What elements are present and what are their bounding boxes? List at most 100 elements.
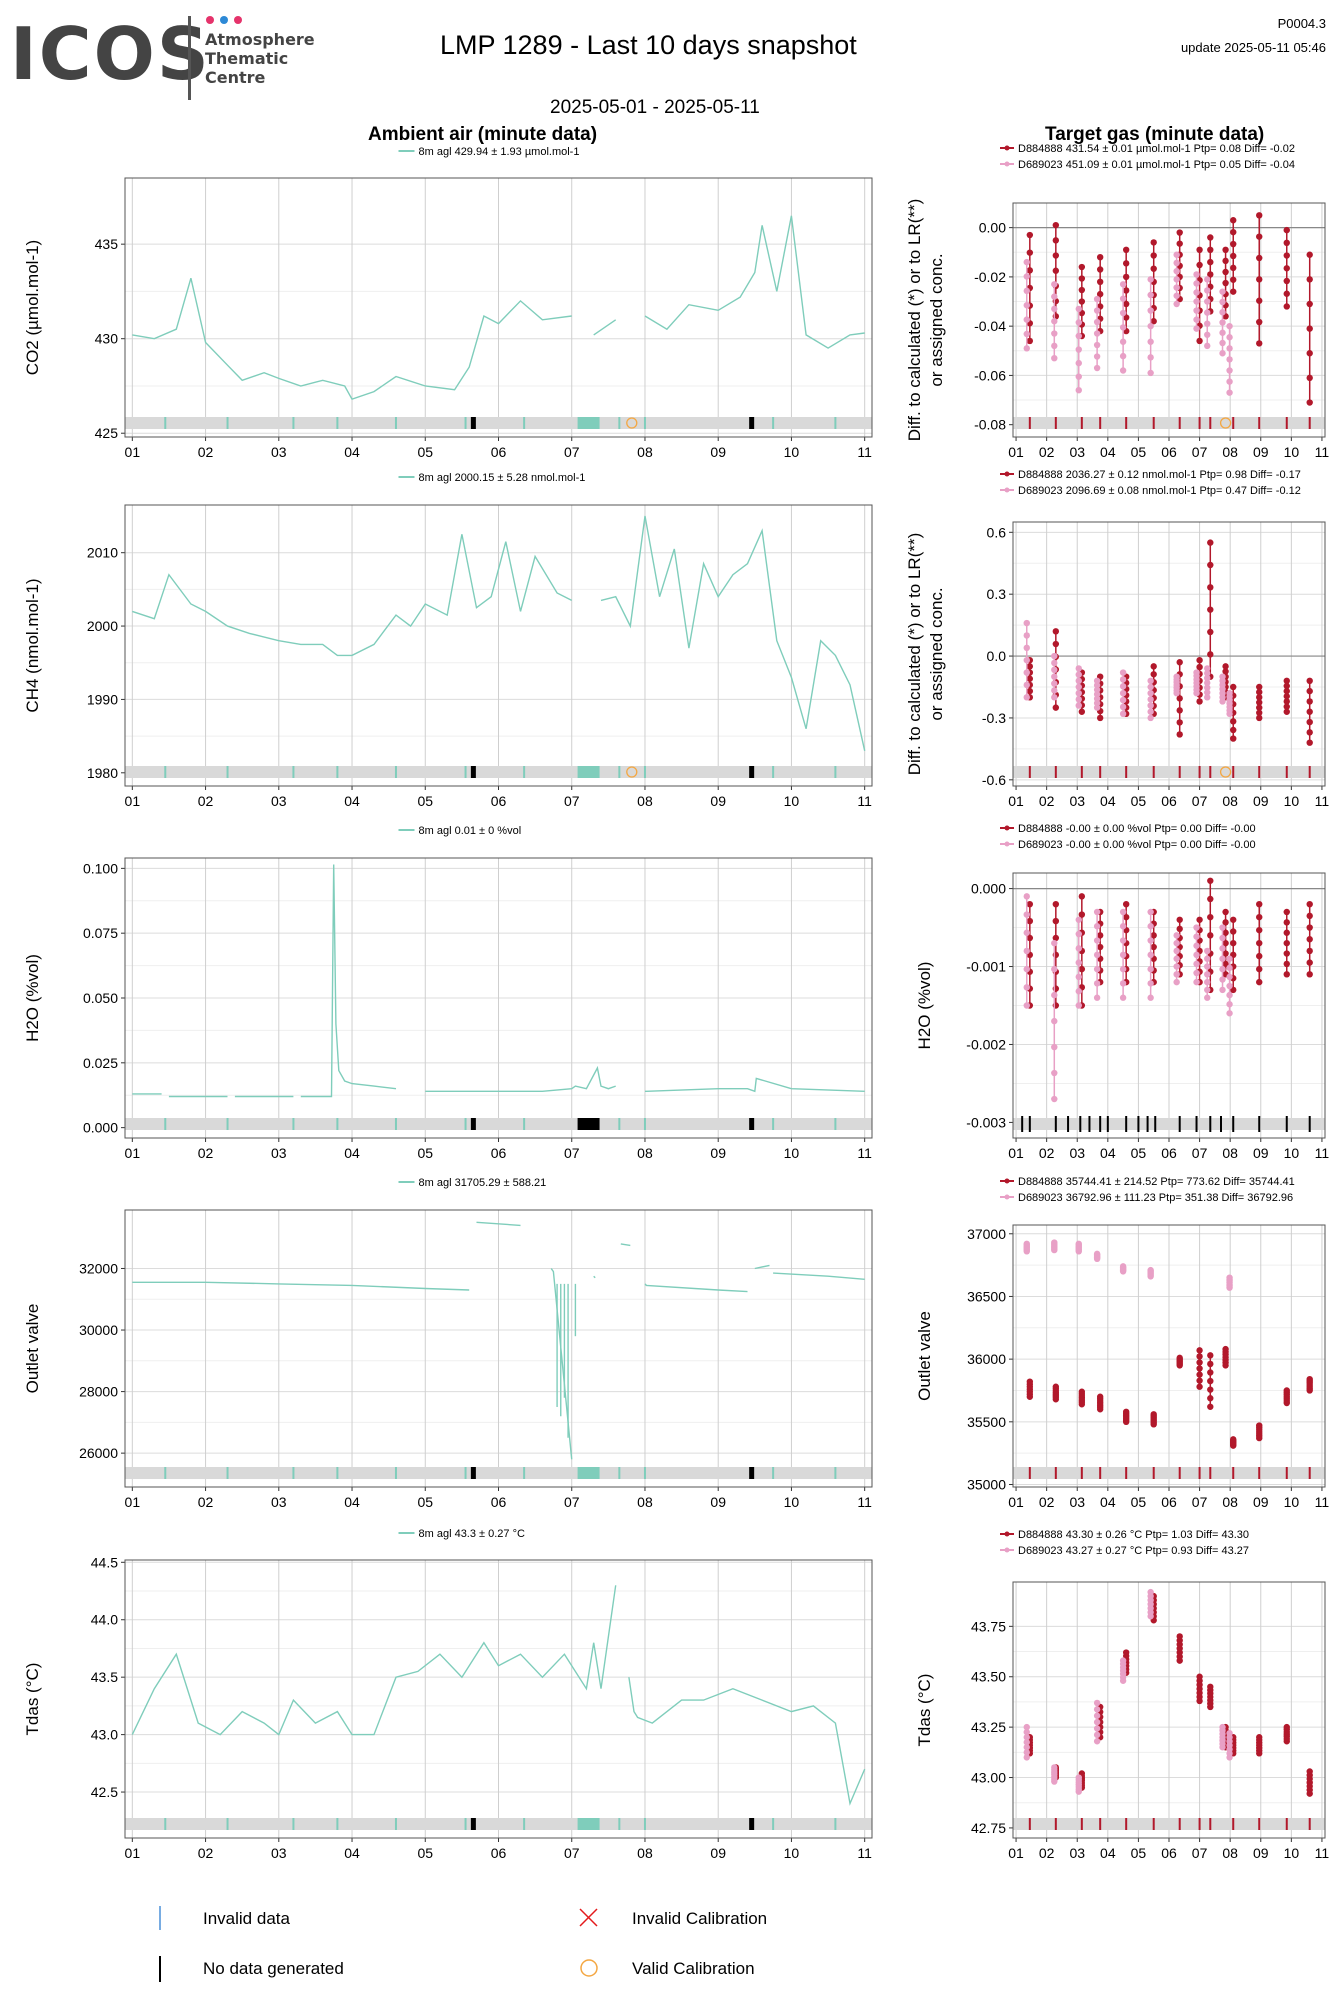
logo-dot-blue — [220, 16, 228, 24]
co2-ambient-flag-block — [577, 417, 600, 429]
ch4-target-d689023-point — [1119, 676, 1127, 683]
ch4-target-d689023-point — [1147, 714, 1154, 722]
co2-target-d689023-point — [1147, 276, 1154, 283]
ch4-target-d884888-point — [1052, 628, 1060, 635]
legend-invalid-calibration: Invalid Calibration — [632, 1909, 767, 1928]
h2o-target-d689023-point — [1204, 978, 1211, 986]
h2o-target-ytick-label: -0.003 — [966, 1114, 1006, 1130]
h2o-target-d689023-point — [1147, 908, 1154, 916]
h2o-target-d689023-point — [1051, 965, 1058, 973]
tdas-target-d689023-point — [1023, 1749, 1030, 1756]
co2-ambient-flag-band — [125, 417, 872, 429]
outlet-target-d884888-point — [1230, 1436, 1237, 1443]
co2-target-d884888-point — [1283, 277, 1290, 285]
outlet-target-d884888-point — [1026, 1378, 1034, 1385]
outlet-target-d884888-point — [1196, 1359, 1203, 1366]
co2-target-d884888-point — [1078, 263, 1086, 271]
h2o-target-d689023-point — [1075, 988, 1082, 995]
co2-target-d689023-point — [1147, 322, 1154, 330]
h2o-target-d884888-point — [1306, 947, 1313, 955]
h2o-ambient-xtick-label: 09 — [710, 1145, 726, 1161]
co2-ambient-xtick-label: 03 — [271, 444, 287, 460]
co2-target-legend-dot — [1004, 145, 1010, 151]
outlet-target-legend-dot — [1004, 1178, 1010, 1184]
tdas-target-d689023-point — [1226, 1729, 1233, 1737]
co2-target-d689023-point — [1193, 289, 1200, 296]
outlet-target-xtick-label: 01 — [1008, 1494, 1024, 1510]
co2-target-d689023-point — [1119, 367, 1127, 374]
co2-target-d884888-point — [1096, 266, 1104, 273]
h2o-target-d884888-point — [1283, 908, 1290, 916]
co2-target-d689023-point — [1193, 325, 1200, 332]
co2-target-d884888-point — [1122, 260, 1130, 267]
h2o-target-d689023-point — [1193, 969, 1200, 977]
h2o-target-d689023-point — [1204, 994, 1211, 1001]
h2o-target-d884888-point — [1283, 929, 1290, 936]
co2-target-d689023-point — [1119, 295, 1127, 302]
co2-target-d689023-point — [1093, 330, 1101, 337]
ch4-target-legend-text: D884888 2036.27 ± 0.12 nmol.mol-1 Ptp= 0… — [1018, 469, 1301, 481]
outlet-ambient-ylabel: Outlet valve — [23, 1304, 42, 1394]
tdas-ambient-ytick-label: 43.5 — [91, 1669, 118, 1685]
valid-calibration-icon — [580, 1959, 598, 1977]
tdas-target-legend-text: D689023 43.27 ± 0.27 °C Ptp= 0.93 Diff= … — [1018, 1545, 1249, 1557]
ch4-target-d689023-point — [1075, 696, 1082, 703]
co2-target-d884888-point — [1306, 325, 1313, 332]
h2o-ambient-xtick-label: 10 — [784, 1145, 800, 1161]
ch4-target-d689023-point — [1023, 632, 1030, 639]
co2-target-d689023-point — [1075, 387, 1082, 394]
h2o-target-d689023-point — [1173, 971, 1180, 978]
h2o-ambient-ytick-label: 0.075 — [83, 925, 118, 941]
tdas-target-ytick-label: 42.75 — [971, 1820, 1006, 1836]
ch4-target-d689023-point — [1075, 671, 1082, 678]
ch4-target-d884888-point — [1256, 683, 1263, 691]
co2-target-d689023-point — [1023, 345, 1030, 352]
h2o-target-d884888-point — [1222, 929, 1229, 936]
tdas-ambient-nodata-mark — [749, 1818, 755, 1830]
co2-target-d689023-point — [1075, 373, 1082, 380]
ch4-ambient-xtick-label: 03 — [271, 793, 287, 809]
h2o-ambient-xtick-label: 03 — [271, 1145, 287, 1161]
tdas-ambient-xtick-label: 06 — [491, 1845, 507, 1861]
tdas-target-legend-dot — [1004, 1531, 1010, 1537]
co2-target-d884888-point — [1256, 233, 1263, 240]
tdas-target-ytick-label: 43.50 — [971, 1669, 1006, 1685]
h2o-target-d689023-point — [1075, 945, 1082, 952]
h2o-ambient-ytick-label: 0.100 — [83, 860, 118, 876]
logo-dot-pink — [206, 16, 214, 24]
ch4-target-d689023-point — [1119, 669, 1127, 676]
h2o-target-xtick-label: 07 — [1192, 1145, 1208, 1161]
h2o-target-d884888-point — [1176, 916, 1183, 923]
co2-target-d689023-point — [1226, 367, 1233, 374]
co2-target-d884888-point — [1096, 253, 1104, 261]
co2-target-d689023-point — [1119, 309, 1127, 317]
outlet-target-xtick-label: 07 — [1192, 1494, 1208, 1510]
co2-target-d689023-point — [1093, 307, 1101, 314]
outlet-target-d689023-point — [1226, 1274, 1233, 1281]
co2-target-d884888-point — [1306, 374, 1313, 382]
co2-target-d689023-point — [1204, 287, 1211, 294]
ch4-ambient-ytick-label: 1980 — [87, 765, 118, 781]
outlet-target-d884888-point — [1196, 1347, 1203, 1354]
outlet-target-d884888-point — [1306, 1375, 1313, 1383]
outlet-target-xtick-label: 10 — [1284, 1494, 1300, 1510]
ch4-target-d689023-point — [1093, 677, 1101, 685]
outlet-target-d884888-point — [1207, 1377, 1214, 1385]
co2-target-d689023-point — [1023, 330, 1030, 338]
co2-target-xtick-label: 09 — [1253, 444, 1269, 460]
ch4-ambient-xtick-label: 06 — [491, 793, 507, 809]
co2-ambient-xtick-label: 07 — [564, 444, 580, 460]
co2-target-d884888-point — [1150, 239, 1157, 246]
h2o-target-d689023-point — [1226, 1010, 1233, 1017]
co2-target-d689023-point — [1173, 259, 1180, 267]
co2-target-d884888-point — [1026, 249, 1034, 256]
h2o-target-d884888-point — [1222, 908, 1229, 916]
h2o-target-d689023-point — [1023, 965, 1030, 973]
h2o-target-d689023-point — [1119, 980, 1127, 987]
co2-target-d884888-point — [1283, 226, 1290, 234]
h2o-target-d884888-point — [1306, 900, 1313, 908]
h2o-target-flag-band — [1013, 1118, 1325, 1130]
co2-target-d884888-point — [1078, 275, 1086, 282]
co2-target-d884888-point — [1176, 240, 1183, 247]
tdas-ambient-flag-block — [577, 1818, 600, 1830]
